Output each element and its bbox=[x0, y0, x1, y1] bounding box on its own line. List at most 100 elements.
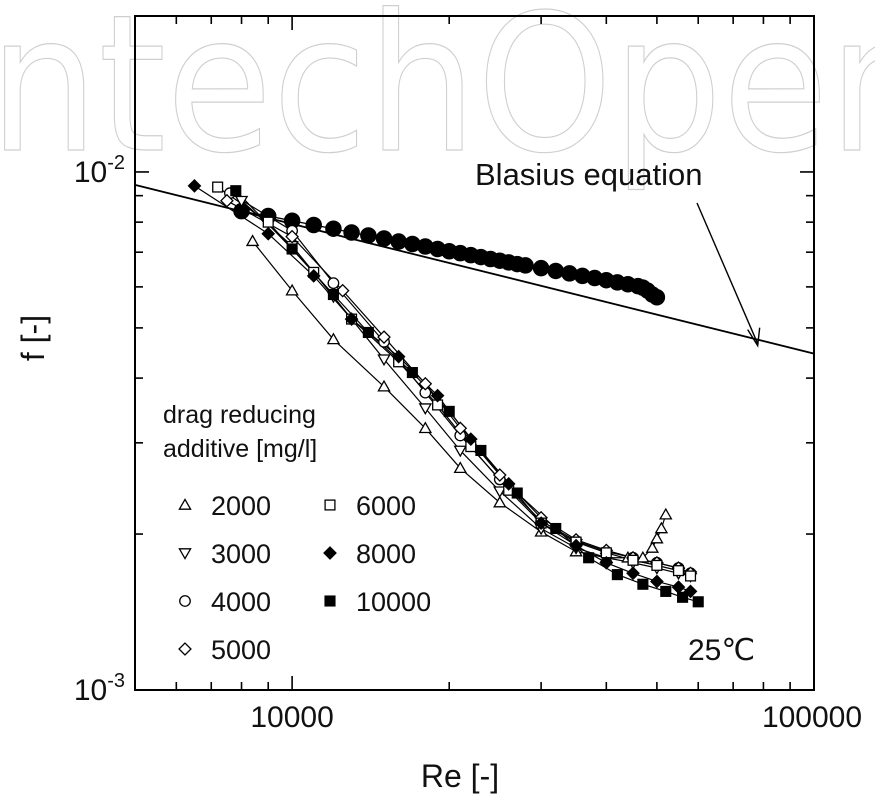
point-5000 bbox=[453, 421, 468, 436]
point-5000 bbox=[220, 193, 234, 208]
point-2000 bbox=[245, 234, 260, 247]
point-2000 bbox=[493, 495, 507, 508]
y-axis-label: f [-] bbox=[15, 315, 51, 361]
point-10000 bbox=[511, 487, 523, 499]
point-10000 bbox=[637, 578, 649, 590]
point-10000 bbox=[327, 288, 339, 301]
legend-title-line-2: additive [mg/l] bbox=[163, 435, 317, 463]
legend-marker-5000 bbox=[178, 642, 192, 656]
point-10000 bbox=[406, 366, 418, 379]
point-10000 bbox=[443, 405, 455, 417]
water-point bbox=[390, 233, 407, 250]
point-8000 bbox=[430, 388, 445, 403]
point-2000 bbox=[654, 521, 669, 534]
point-2000 bbox=[418, 421, 433, 434]
water-point bbox=[547, 262, 564, 280]
legend-marker-2000 bbox=[178, 498, 192, 510]
legend-marker-3000 bbox=[178, 548, 192, 560]
point-10000 bbox=[475, 444, 487, 457]
point-8000 bbox=[261, 226, 276, 241]
x-tick-label: 100000 bbox=[762, 701, 862, 734]
point-2000 bbox=[650, 531, 664, 544]
point-5000 bbox=[335, 283, 350, 298]
legend-label-2000: 2000 bbox=[211, 491, 271, 521]
point-2000 bbox=[377, 379, 391, 392]
x-axis-label: Re [-] bbox=[421, 758, 499, 794]
point-2000 bbox=[659, 507, 673, 520]
legend-title-line-1: drag reducing bbox=[163, 401, 316, 429]
watermark: IntechOpen bbox=[0, 0, 875, 195]
point-6000 bbox=[627, 554, 639, 566]
blasius-label: Blasius equation bbox=[475, 157, 703, 192]
legend-label-5000: 5000 bbox=[211, 635, 271, 665]
legend-label-4000: 4000 bbox=[211, 587, 271, 617]
point-6000 bbox=[262, 216, 274, 228]
point-3000 bbox=[493, 486, 507, 499]
point-3000 bbox=[377, 354, 391, 367]
point-8000 bbox=[501, 476, 516, 491]
point-2000 bbox=[645, 541, 660, 553]
point-2000 bbox=[326, 332, 341, 345]
point-8000 bbox=[187, 179, 202, 193]
series-line-2000 bbox=[252, 240, 667, 559]
point-10000 bbox=[611, 569, 623, 581]
point-8000 bbox=[626, 566, 640, 581]
point-3000 bbox=[453, 445, 467, 458]
point-6000 bbox=[672, 565, 685, 577]
legend-marker-4000 bbox=[179, 595, 191, 607]
point-5000 bbox=[492, 468, 507, 482]
legend-marker-8000 bbox=[323, 546, 337, 560]
y-tick-label: 10-3 bbox=[74, 670, 125, 707]
point-6000 bbox=[651, 559, 663, 571]
water-point bbox=[375, 230, 393, 247]
water-point bbox=[325, 220, 342, 237]
legend-label-6000: 6000 bbox=[356, 491, 416, 521]
water-point bbox=[305, 216, 322, 234]
point-10000 bbox=[362, 326, 374, 338]
point-2000 bbox=[453, 461, 467, 474]
water-point bbox=[343, 224, 360, 241]
point-8000 bbox=[534, 516, 548, 530]
point-5000 bbox=[285, 229, 299, 244]
point-8000 bbox=[306, 269, 321, 283]
point-6000 bbox=[684, 570, 697, 582]
water-point bbox=[648, 288, 666, 306]
water-point bbox=[360, 227, 377, 244]
point-3000 bbox=[234, 195, 249, 208]
point-8000 bbox=[671, 580, 686, 594]
temperature-label: 25℃ bbox=[688, 634, 755, 667]
y-tick-label: 10-2 bbox=[74, 152, 125, 189]
point-8000 bbox=[683, 584, 698, 599]
point-8000 bbox=[391, 349, 406, 364]
point-5000 bbox=[418, 376, 433, 391]
point-10000 bbox=[230, 185, 242, 197]
point-10000 bbox=[286, 243, 298, 255]
point-8000 bbox=[463, 432, 478, 446]
point-4000 bbox=[327, 277, 340, 290]
blasius-arrow-line bbox=[696, 202, 759, 344]
point-10000 bbox=[583, 552, 595, 564]
blasius-arrow-head bbox=[747, 327, 761, 348]
point-2000 bbox=[636, 550, 650, 563]
point-6000 bbox=[212, 181, 224, 193]
point-8000 bbox=[650, 574, 664, 589]
water-point bbox=[517, 257, 534, 274]
point-10000 bbox=[692, 596, 704, 608]
point-8000 bbox=[569, 538, 583, 553]
point-2000 bbox=[285, 283, 299, 296]
point-10000 bbox=[550, 522, 562, 535]
point-8000 bbox=[599, 555, 614, 570]
x-tick-label: 10000 bbox=[250, 701, 333, 734]
legend-label-8000: 8000 bbox=[356, 539, 416, 569]
point-3000 bbox=[418, 403, 433, 416]
point-5000 bbox=[377, 330, 391, 344]
legend-label-10000: 10000 bbox=[356, 587, 431, 617]
point-10000 bbox=[660, 585, 672, 597]
legend-label-3000: 3000 bbox=[211, 539, 271, 569]
point-8000 bbox=[344, 312, 359, 326]
water-point bbox=[532, 259, 550, 277]
legend-marker-6000 bbox=[324, 499, 336, 511]
point-10000 bbox=[677, 591, 689, 603]
legend-marker-10000 bbox=[324, 595, 336, 607]
